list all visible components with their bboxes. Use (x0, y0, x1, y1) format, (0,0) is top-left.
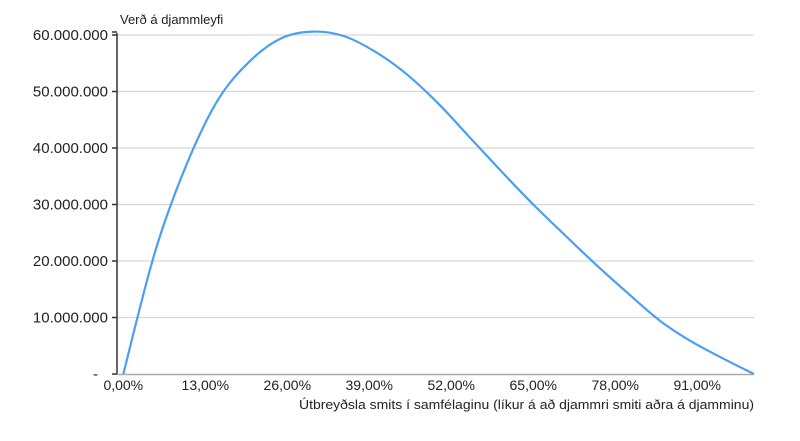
x-axis-ticks: 0,00% 13,00% 26,00% 39,00% 52,00% 65,00% 78,00… (103, 377, 721, 393)
x-axis-title: Útbreyðsla smits í samfélaginu (líkur á … (299, 397, 754, 412)
series-line (122, 30, 755, 375)
y-tick-label: - (93, 366, 98, 383)
gridlines (117, 34, 754, 319)
y-tick-label: 40.000.000 (33, 140, 108, 157)
y-axis-ticks: - 10.000.000 20.000.000 30.000.000 40.000.00… (33, 27, 117, 383)
x-tick-label: 26,00% (264, 377, 311, 393)
y-tick-label: 30.000.000 (33, 197, 108, 214)
x-tick-label: 78,00% (592, 377, 639, 393)
x-tick-label: 52,00% (428, 377, 475, 393)
y-tick-label: 50.000.000 (33, 84, 108, 101)
y-tick-label: 20.000.000 (33, 253, 108, 270)
x-tick-label: 65,00% (510, 377, 557, 393)
y-tick-label: 60.000.000 (33, 27, 108, 44)
x-tick-label: 13,00% (182, 377, 229, 393)
x-tick-label: 91,00% (673, 377, 720, 393)
x-tick-label: 0,00% (103, 377, 143, 393)
y-tick-label: 10.000.000 (33, 310, 108, 327)
y-axis-title: Verð á djammleyfi (120, 12, 223, 27)
x-tick-label: 39,00% (346, 377, 393, 393)
